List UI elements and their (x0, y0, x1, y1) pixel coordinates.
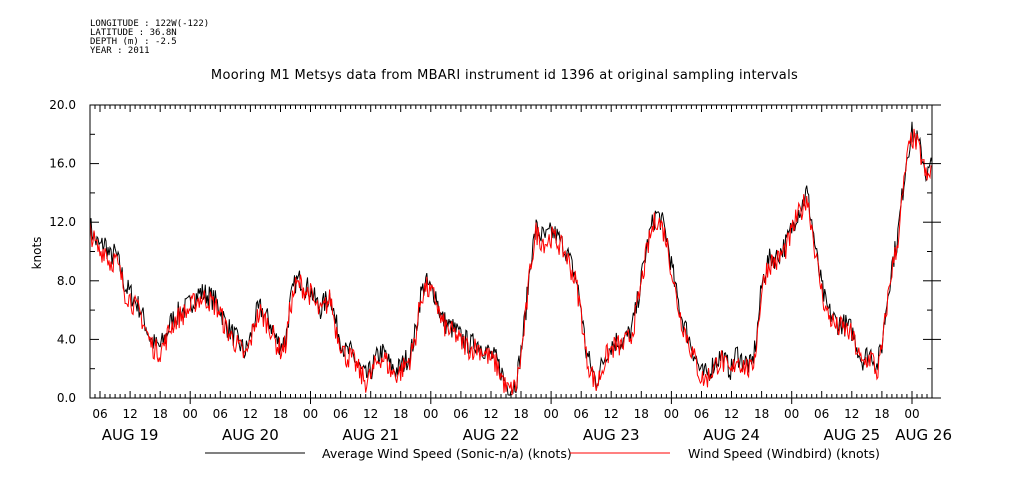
x-tick-label: 18 (153, 407, 168, 421)
legend: Average Wind Speed (Sonic-n/a) (knots) W… (205, 446, 880, 461)
day-label: AUG 25 (823, 426, 880, 444)
x-tick-label: 06 (333, 407, 348, 421)
x-tick-label: 06 (453, 407, 468, 421)
series-layer (89, 121, 933, 396)
series-line-average (89, 121, 933, 396)
x-tick-label: 18 (754, 407, 769, 421)
chart-title: Mooring M1 Metsys data from MBARI instru… (210, 68, 799, 83)
depth-label: DEPTH (m) : -2.5 (90, 37, 177, 47)
y-axis-label: knots (30, 237, 44, 270)
x-tick-label: 00 (303, 407, 318, 421)
y-tick-label: 16.0 (49, 157, 76, 171)
x-tick-label: 18 (634, 407, 649, 421)
legend-label-average: Average Wind Speed (Sonic-n/a) (knots) (322, 446, 572, 461)
latitude-label: LATITUDE : 36.8N (90, 28, 177, 38)
x-tick-label: 18 (513, 407, 528, 421)
y-tick-label: 8.0 (57, 274, 76, 288)
x-tick-label: 12 (483, 407, 498, 421)
tick-layer (89, 104, 941, 404)
x-tick-label: 18 (393, 407, 408, 421)
year-label: YEAR : 2011 (90, 46, 150, 56)
x-tick-label: 06 (574, 407, 589, 421)
x-tick-label: 00 (543, 407, 558, 421)
x-tick-label: 12 (363, 407, 378, 421)
header-metadata: LONGITUDE : 122W(-122) LATITUDE : 36.8N … (90, 20, 209, 56)
x-tick-label: 12 (243, 407, 258, 421)
plot-frame (89, 104, 933, 399)
y-tick-labels: 0.0 4.0 8.0 12.0 16.0 20.0 (49, 98, 76, 405)
legend-label-windbird: Wind Speed (Windbird) (knots) (688, 446, 880, 461)
day-label: AUG 21 (342, 426, 399, 444)
y-tick-label: 12.0 (49, 215, 76, 229)
day-label: AUG 23 (583, 426, 640, 444)
y-tick-label: 20.0 (49, 98, 76, 112)
day-label: AUG 26 (895, 426, 952, 444)
x-tick-label: 06 (92, 407, 107, 421)
x-tick-label: 12 (604, 407, 619, 421)
day-label: AUG 24 (703, 426, 760, 444)
x-tick-label: 00 (784, 407, 799, 421)
day-label: AUG 19 (102, 426, 159, 444)
y-tick-label: 0.0 (57, 391, 76, 405)
x-tick-label: 06 (213, 407, 228, 421)
series-line-windbird (89, 128, 933, 396)
x-tick-label: 00 (664, 407, 679, 421)
x-tick-label: 06 (814, 407, 829, 421)
x-tick-label: 18 (874, 407, 889, 421)
x-tick-label: 18 (273, 407, 288, 421)
x-tick-label: 12 (724, 407, 739, 421)
x-tick-label: 00 (904, 407, 919, 421)
longitude-label: LONGITUDE : 122W(-122) (90, 19, 210, 29)
x-tick-label: 06 (694, 407, 709, 421)
day-label: AUG 20 (222, 426, 279, 444)
x-tick-label: 12 (844, 407, 859, 421)
x-tick-label: 00 (183, 407, 198, 421)
x-tick-label: 12 (122, 407, 137, 421)
y-tick-label: 4.0 (57, 332, 76, 346)
day-label: AUG 22 (463, 426, 520, 444)
x-tick-label: 00 (423, 407, 438, 421)
x-tick-labels: 06 12 18 00 06 12 18 00 06 12 18 00 06 12 18 00 06 12 18 00… (92, 407, 919, 421)
day-labels: AUG 19 AUG 20 AUG 21 AUG 22 AUG 23 AUG 24 AUG … (102, 426, 952, 444)
